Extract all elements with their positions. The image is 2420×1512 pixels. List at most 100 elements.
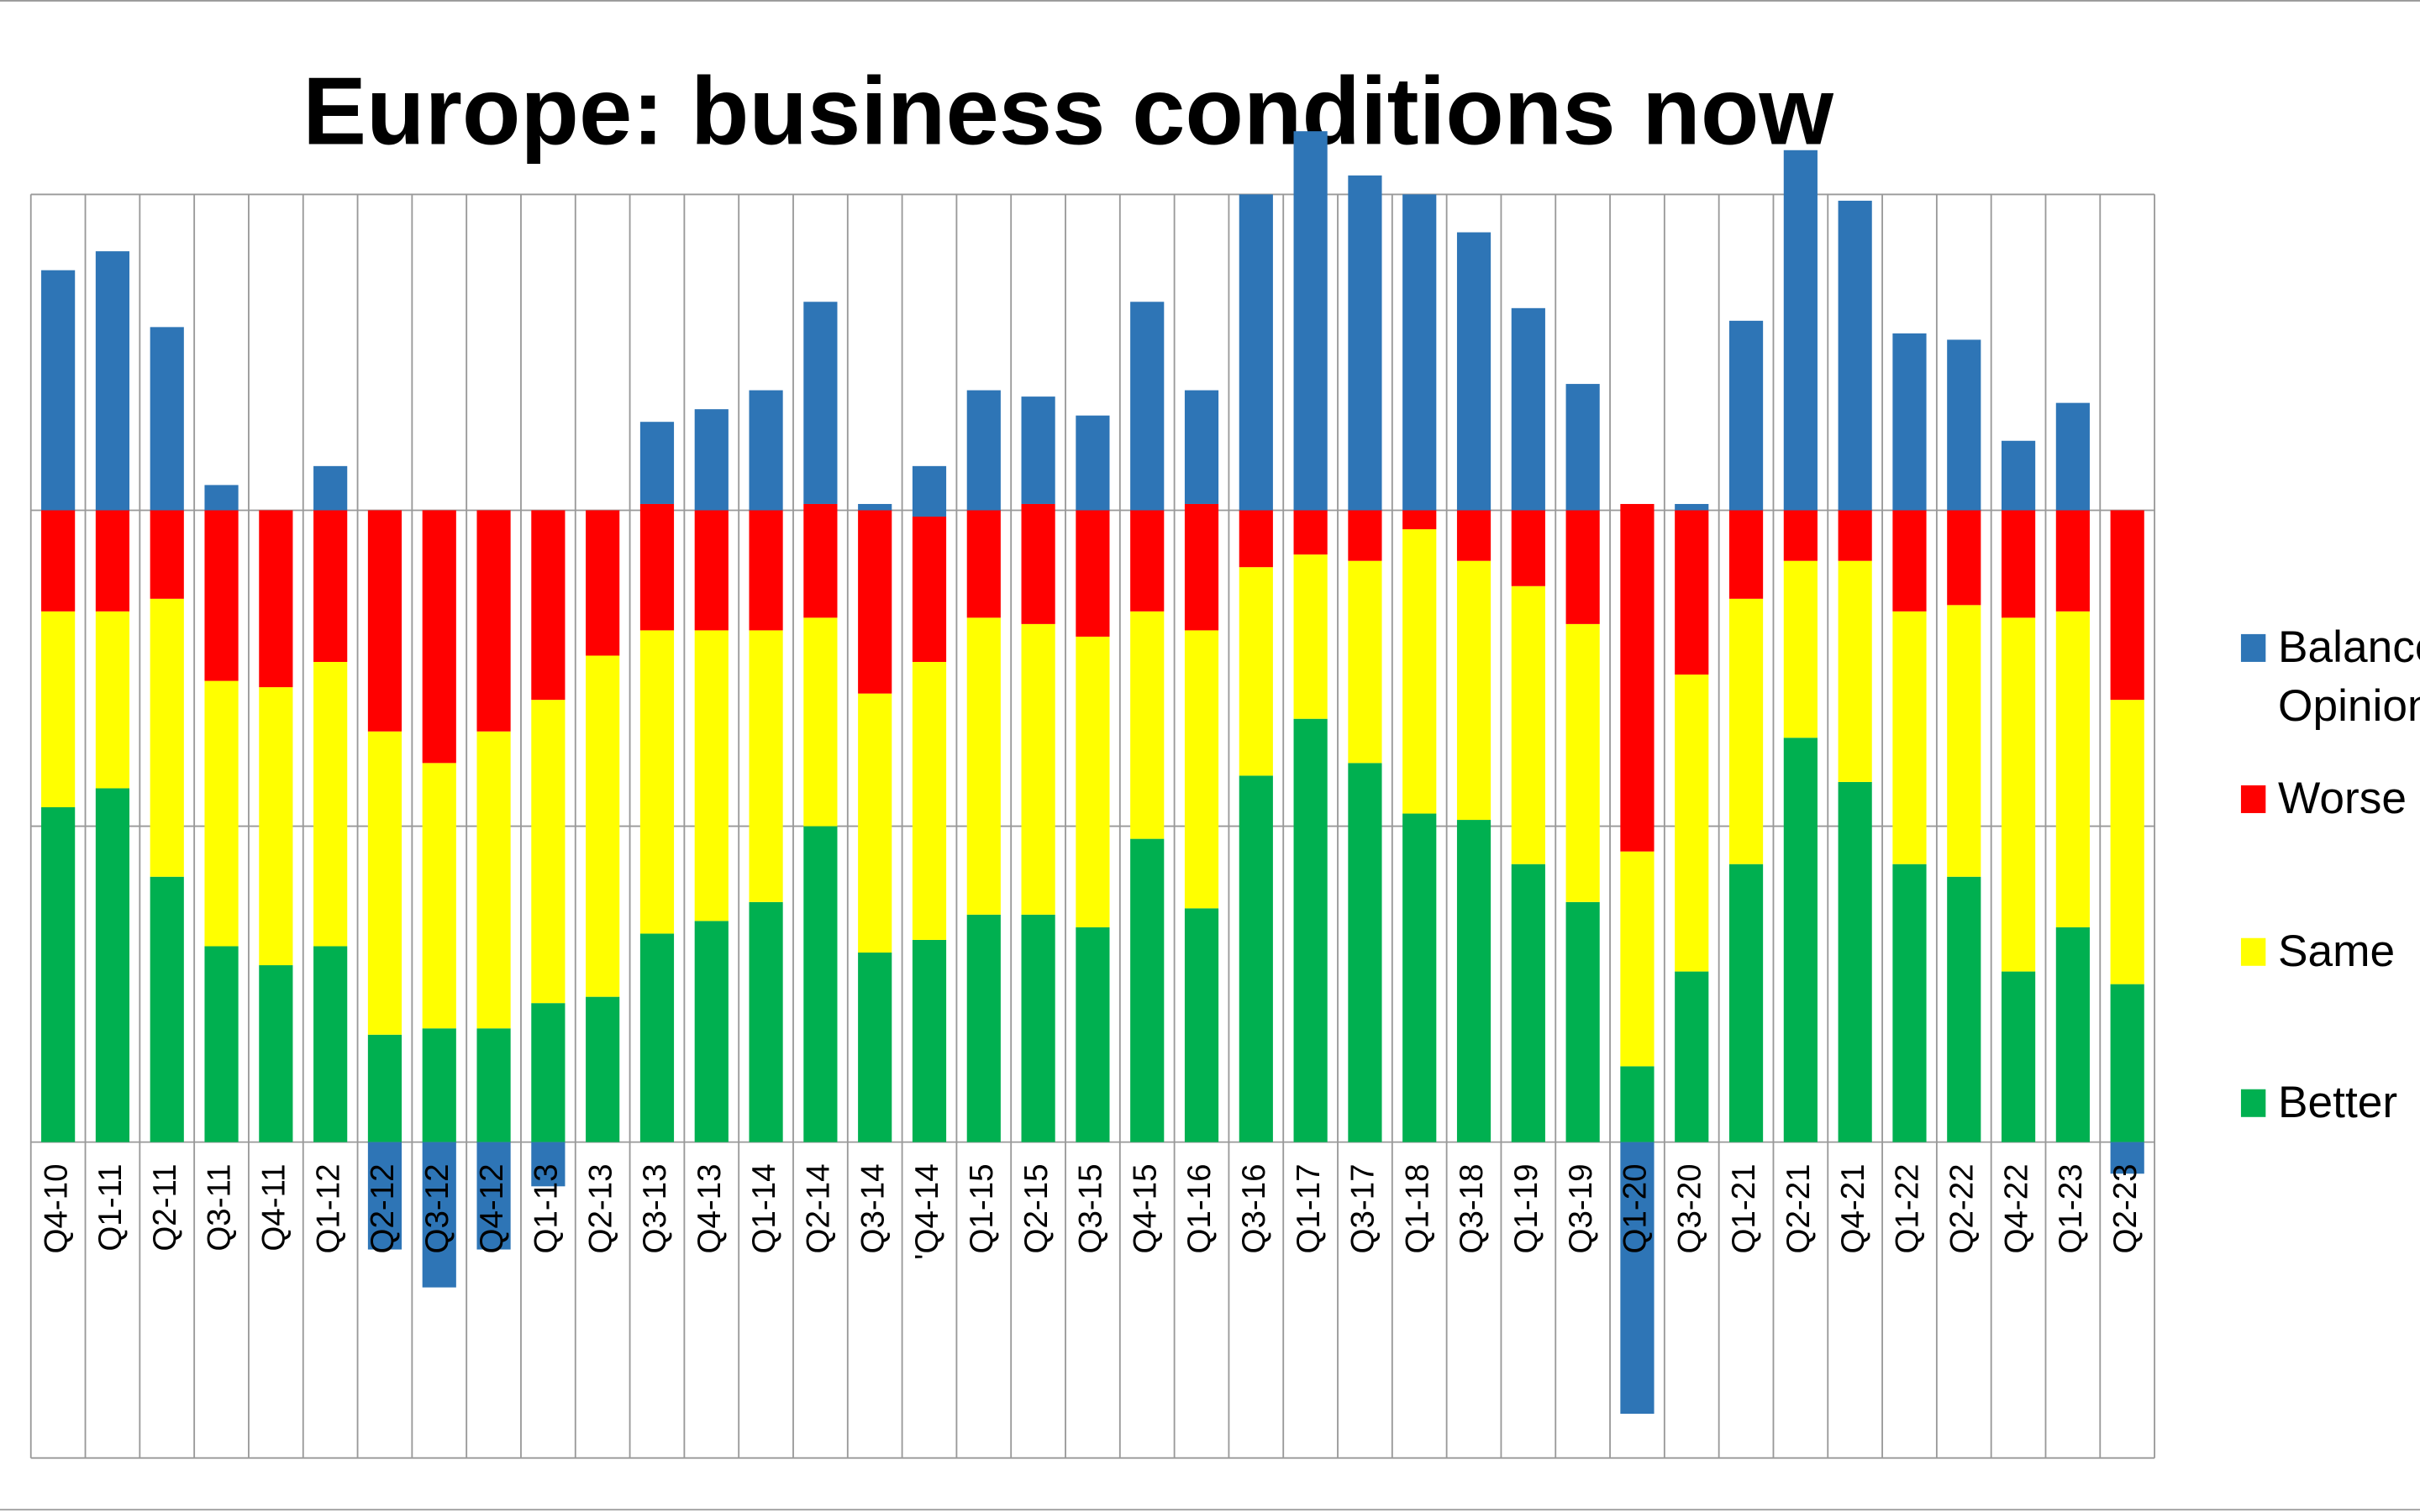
bar-segment [1021, 503, 1055, 624]
bar-segment [586, 996, 620, 1142]
x-tick-label: Q2-11 [147, 1163, 183, 1251]
bar-segment [1675, 510, 1709, 675]
bar-segment [1239, 567, 1273, 776]
bar-segment [313, 946, 348, 1142]
bar-segment [313, 662, 348, 947]
chart-title: Europe: business conditions now [302, 59, 1833, 165]
bar-segment [858, 953, 892, 1142]
x-tick-label: Q1-23 [2053, 1163, 2089, 1253]
bar-segment [1021, 623, 1055, 915]
bar-segment [966, 390, 1001, 511]
x-tick-label: Q1-17 [1291, 1163, 1327, 1253]
bar-segment [1456, 820, 1491, 1142]
bar-segment [1348, 175, 1382, 511]
bar-segment [1402, 529, 1437, 814]
bar-segment [313, 510, 348, 663]
bar-segment [1402, 194, 1437, 511]
bar-segment [1293, 554, 1328, 719]
x-tick-label: 'Q4-14 [909, 1163, 945, 1260]
bar-segment [204, 485, 239, 511]
legend-swatch [2240, 1089, 2266, 1117]
bar-segment [1402, 813, 1437, 1142]
bar-segment [1783, 560, 1818, 738]
bar-segment [422, 1028, 456, 1142]
bar-segment [1511, 307, 1545, 511]
bar-segment [694, 921, 729, 1142]
x-tick-label: Q2-23 [2107, 1163, 2144, 1253]
x-tick-label: Q1-11 [92, 1163, 129, 1251]
bar-segment [2001, 440, 2036, 511]
x-tick-label: Q4-22 [1998, 1163, 2034, 1253]
bar-segment [1565, 901, 1600, 1142]
x-tick-label: Q3-14 [855, 1163, 891, 1253]
bar-segment [1620, 851, 1655, 1067]
x-tick-label: Q3-18 [1454, 1163, 1490, 1253]
x-tick-label: Q3-16 [1236, 1163, 1272, 1253]
bar-segment [1783, 150, 1818, 511]
x-tick-label: Q4-10 [38, 1163, 74, 1253]
bar-segment [1021, 914, 1055, 1142]
bar-segment [1947, 876, 1981, 1142]
bar-segment [1565, 510, 1600, 624]
bar-segment [1565, 384, 1600, 511]
bar-segment [1728, 510, 1764, 599]
bar-segment [1783, 738, 1818, 1142]
bar-segment [1293, 718, 1328, 1142]
bar-segment [1783, 510, 1818, 561]
bar-segment [749, 390, 783, 511]
bar-segment [858, 510, 892, 694]
legend-label: Same [2278, 927, 2396, 977]
bar-segment [803, 503, 838, 618]
bar-segment [1348, 510, 1382, 561]
bar-segment [803, 826, 838, 1142]
bar-segment [259, 965, 293, 1142]
bar-segment [2055, 927, 2090, 1142]
bar-segment [966, 617, 1001, 915]
x-tick-label: Q4-12 [474, 1163, 510, 1253]
bar-segment [912, 517, 947, 663]
bar-segment [531, 510, 566, 701]
bar-segment [1402, 510, 1437, 530]
bar-segment [1130, 838, 1165, 1142]
bar-segment [150, 598, 184, 877]
bar-segment [531, 1142, 566, 1187]
bar-segment [1838, 200, 1872, 511]
bar-segment [1239, 510, 1273, 568]
bar-segment [1184, 390, 1219, 504]
bar-segment [95, 788, 130, 1142]
bar-segment [1565, 623, 1600, 902]
x-tick-label: Q2-22 [1944, 1163, 1980, 1253]
legend-swatch [2240, 937, 2266, 966]
bar-segment [1130, 510, 1165, 612]
x-tick-label: Q1-19 [1508, 1163, 1544, 1253]
bar-segment [1838, 510, 1872, 561]
bar-segment [2001, 971, 2036, 1142]
bar-segment [2001, 510, 2036, 618]
bar-segment [1511, 864, 1545, 1142]
bar-segment [749, 510, 783, 631]
bar-segment [476, 1142, 511, 1250]
bar-segment [95, 251, 130, 511]
legend-label: Better [2278, 1078, 2398, 1128]
bar-segment [2001, 617, 2036, 972]
bar-segment [639, 503, 675, 631]
bar-segment [1892, 333, 1927, 511]
bar-segment [912, 465, 947, 517]
bar-segment [367, 510, 402, 732]
bar-segment [367, 1034, 402, 1142]
bar-segment [1892, 864, 1927, 1142]
legend-swatch [2240, 785, 2266, 813]
bar-segment [639, 422, 675, 504]
bar-segment [150, 327, 184, 511]
bar-segment [476, 731, 511, 1029]
x-tick-label: Q4-21 [1835, 1163, 1871, 1253]
bar-segment [1348, 560, 1382, 764]
bar-segment [586, 510, 620, 656]
bar-segment [150, 876, 184, 1142]
bar-segment [422, 510, 456, 764]
legend-item: Same [2278, 927, 2396, 977]
bar-segment [966, 510, 1001, 618]
bar-segment [41, 611, 76, 808]
bar-segment [531, 700, 566, 1004]
